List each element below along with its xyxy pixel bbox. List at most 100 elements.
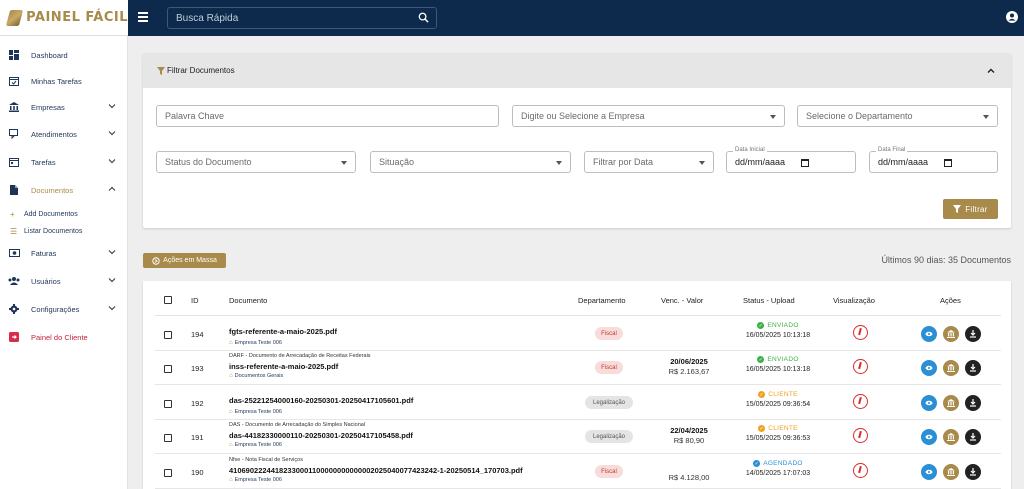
- filter-icon: [157, 66, 165, 75]
- doc-status-select[interactable]: Status do Documento: [156, 151, 356, 173]
- date-filter-select[interactable]: Filtrar por Data: [584, 151, 714, 173]
- sidebar-subitem-add-documentos[interactable]: + Add Documentos: [10, 207, 78, 221]
- row-checkbox[interactable]: [164, 331, 172, 339]
- column-header-documento[interactable]: Documento: [229, 296, 268, 305]
- sidebar-item-painel-do-cliente[interactable]: Painel do Cliente: [0, 327, 128, 347]
- account-icon[interactable]: [1006, 11, 1018, 23]
- sidebar-item-atendimentos[interactable]: Atendimentos: [0, 124, 128, 144]
- bank-icon: ⌂: [229, 409, 233, 415]
- status-upload: ✓ ENVIADO 16/05/2025 10:13:18: [723, 356, 833, 373]
- view-button[interactable]: [921, 429, 937, 445]
- sidebar-item-usuarios[interactable]: Usuários: [0, 271, 128, 291]
- gear-icon: [8, 303, 20, 315]
- download-button[interactable]: [965, 429, 981, 445]
- company-button[interactable]: [943, 429, 959, 445]
- start-date-value: dd/mm/aaaa: [735, 157, 786, 167]
- status-upload: ✓ CLIENTE 15/05/2025 09:36:54: [723, 391, 833, 408]
- document-name[interactable]: inss-referente-a-maio-2025.pdf: [229, 362, 339, 371]
- document-company: ⌂ Empresa Teste 006: [229, 340, 282, 346]
- sidebar-item-label: Empresas: [31, 102, 65, 112]
- upload-datetime: 16/05/2025 10:13:18: [745, 366, 811, 373]
- download-button[interactable]: [965, 360, 981, 376]
- mass-actions-button[interactable]: Ações em Massa: [143, 253, 226, 268]
- column-header-status-upload[interactable]: Status - Upload: [743, 296, 795, 305]
- sidebar-item-empresas[interactable]: Empresas: [0, 97, 128, 117]
- column-header-venc-valor[interactable]: Venc. - Valor: [661, 296, 704, 305]
- table-row[interactable]: 192 das-25221254000160-20250301-202504171…: [143, 385, 1011, 420]
- keyword-input[interactable]: Palavra Chave: [156, 105, 499, 127]
- row-checkbox[interactable]: [164, 434, 172, 442]
- sidebar-item-faturas[interactable]: Faturas: [0, 243, 128, 263]
- company-button[interactable]: [943, 464, 959, 480]
- row-checkbox[interactable]: [164, 469, 172, 477]
- sidebar-item-documentos[interactable]: Documentos: [0, 180, 128, 200]
- filter-panel-header[interactable]: Filtrar Documentos: [143, 53, 1011, 88]
- table-row[interactable]: 190 Nfse - Nota Fiscal de Serviços 4106902…: [143, 454, 1011, 489]
- department-badge: Fiscal: [595, 327, 623, 340]
- column-header-departamento[interactable]: Departamento: [578, 296, 626, 305]
- sidebar-item-tarefas[interactable]: Tarefas: [0, 152, 128, 172]
- situation-select[interactable]: Situação: [370, 151, 571, 173]
- table-row[interactable]: 191 DAS - Documento de Arrecadação do Sim…: [143, 419, 1011, 454]
- column-header-id[interactable]: ID: [191, 296, 199, 305]
- bank-icon: [947, 399, 955, 407]
- app-logo[interactable]: PAINEL FÁCIL: [0, 0, 128, 36]
- calendar-icon[interactable]: [801, 159, 809, 167]
- department-select[interactable]: Selecione o Departamento: [797, 105, 998, 127]
- search-input[interactable]: [167, 7, 437, 29]
- sidebar-item-minhas-tarefas[interactable]: Minhas Tarefas: [0, 71, 128, 91]
- row-divider: [155, 453, 1001, 454]
- download-button[interactable]: [965, 326, 981, 342]
- chat-icon: [8, 128, 20, 140]
- chevron-up-icon[interactable]: [987, 67, 995, 75]
- download-button[interactable]: [965, 395, 981, 411]
- table-row[interactable]: 194 fgts-referente-a-maio-2025.pdf ⌂ Empres…: [143, 316, 1011, 351]
- eye-icon: [925, 400, 933, 406]
- chevron-down-icon: [108, 131, 116, 136]
- row-checkbox[interactable]: [164, 400, 172, 408]
- sidebar-item-dashboard[interactable]: Dashboard: [0, 45, 128, 65]
- bank-icon: [947, 468, 955, 476]
- row-checkbox[interactable]: [164, 365, 172, 373]
- not-viewed-icon: [853, 325, 868, 340]
- view-button[interactable]: [921, 360, 937, 376]
- view-button[interactable]: [921, 326, 937, 342]
- company-select[interactable]: Digite ou Selecione a Empresa: [512, 105, 785, 127]
- doc-status-placeholder: Status do Documento: [165, 157, 252, 167]
- department-placeholder: Selecione o Departamento: [806, 111, 913, 121]
- document-name[interactable]: fgts-referente-a-maio-2025.pdf: [229, 327, 337, 336]
- document-name[interactable]: das-44182330000110-20250301-202504171054…: [229, 431, 413, 440]
- filter-button[interactable]: Filtrar: [943, 199, 998, 219]
- select-all-checkbox[interactable]: [164, 296, 172, 304]
- document-name[interactable]: das-25221254000160-20250301-202504171056…: [229, 396, 414, 405]
- sidebar-item-label: Faturas: [31, 248, 57, 258]
- company-button[interactable]: [943, 326, 959, 342]
- row-id: 194: [191, 330, 204, 339]
- eye-icon: [925, 365, 933, 371]
- document-name[interactable]: 4106902224418233000110000000000000202504…: [229, 466, 523, 475]
- end-date-input[interactable]: Data Final dd/mm/aaaa: [869, 147, 998, 173]
- bank-icon: [947, 330, 955, 338]
- sidebar-item-configuracoes[interactable]: Configurações: [0, 299, 128, 319]
- menu-icon[interactable]: [138, 12, 148, 22]
- search-icon[interactable]: [418, 12, 429, 23]
- view-button[interactable]: [921, 464, 937, 480]
- status-badge: ✓ CLIENTE: [723, 425, 833, 432]
- download-button[interactable]: [965, 464, 981, 480]
- bank-icon: [947, 364, 955, 372]
- table-row[interactable]: 193 DARF - Documento de Arrecadação de Re…: [143, 350, 1011, 385]
- status-label: ENVIADO: [767, 322, 799, 329]
- company-name: Empresa Teste 006: [234, 340, 282, 346]
- due-value: 22/04/2025 R$ 80,90: [658, 426, 720, 445]
- company-button[interactable]: [943, 360, 959, 376]
- end-date-label: Data Final: [876, 147, 908, 153]
- documents-table: ID Documento Departamento Venc. - Valor …: [143, 281, 1011, 489]
- view-button[interactable]: [921, 395, 937, 411]
- company-placeholder: Digite ou Selecione a Empresa: [521, 111, 645, 121]
- start-date-input[interactable]: Data Inicial dd/mm/aaaa: [726, 147, 856, 173]
- dashboard-icon: [8, 49, 20, 61]
- company-button[interactable]: [943, 395, 959, 411]
- calendar-icon[interactable]: [944, 159, 952, 167]
- situation-placeholder: Situação: [379, 157, 415, 167]
- sidebar-subitem-listar-documentos[interactable]: ☰ Listar Documentos: [10, 224, 82, 238]
